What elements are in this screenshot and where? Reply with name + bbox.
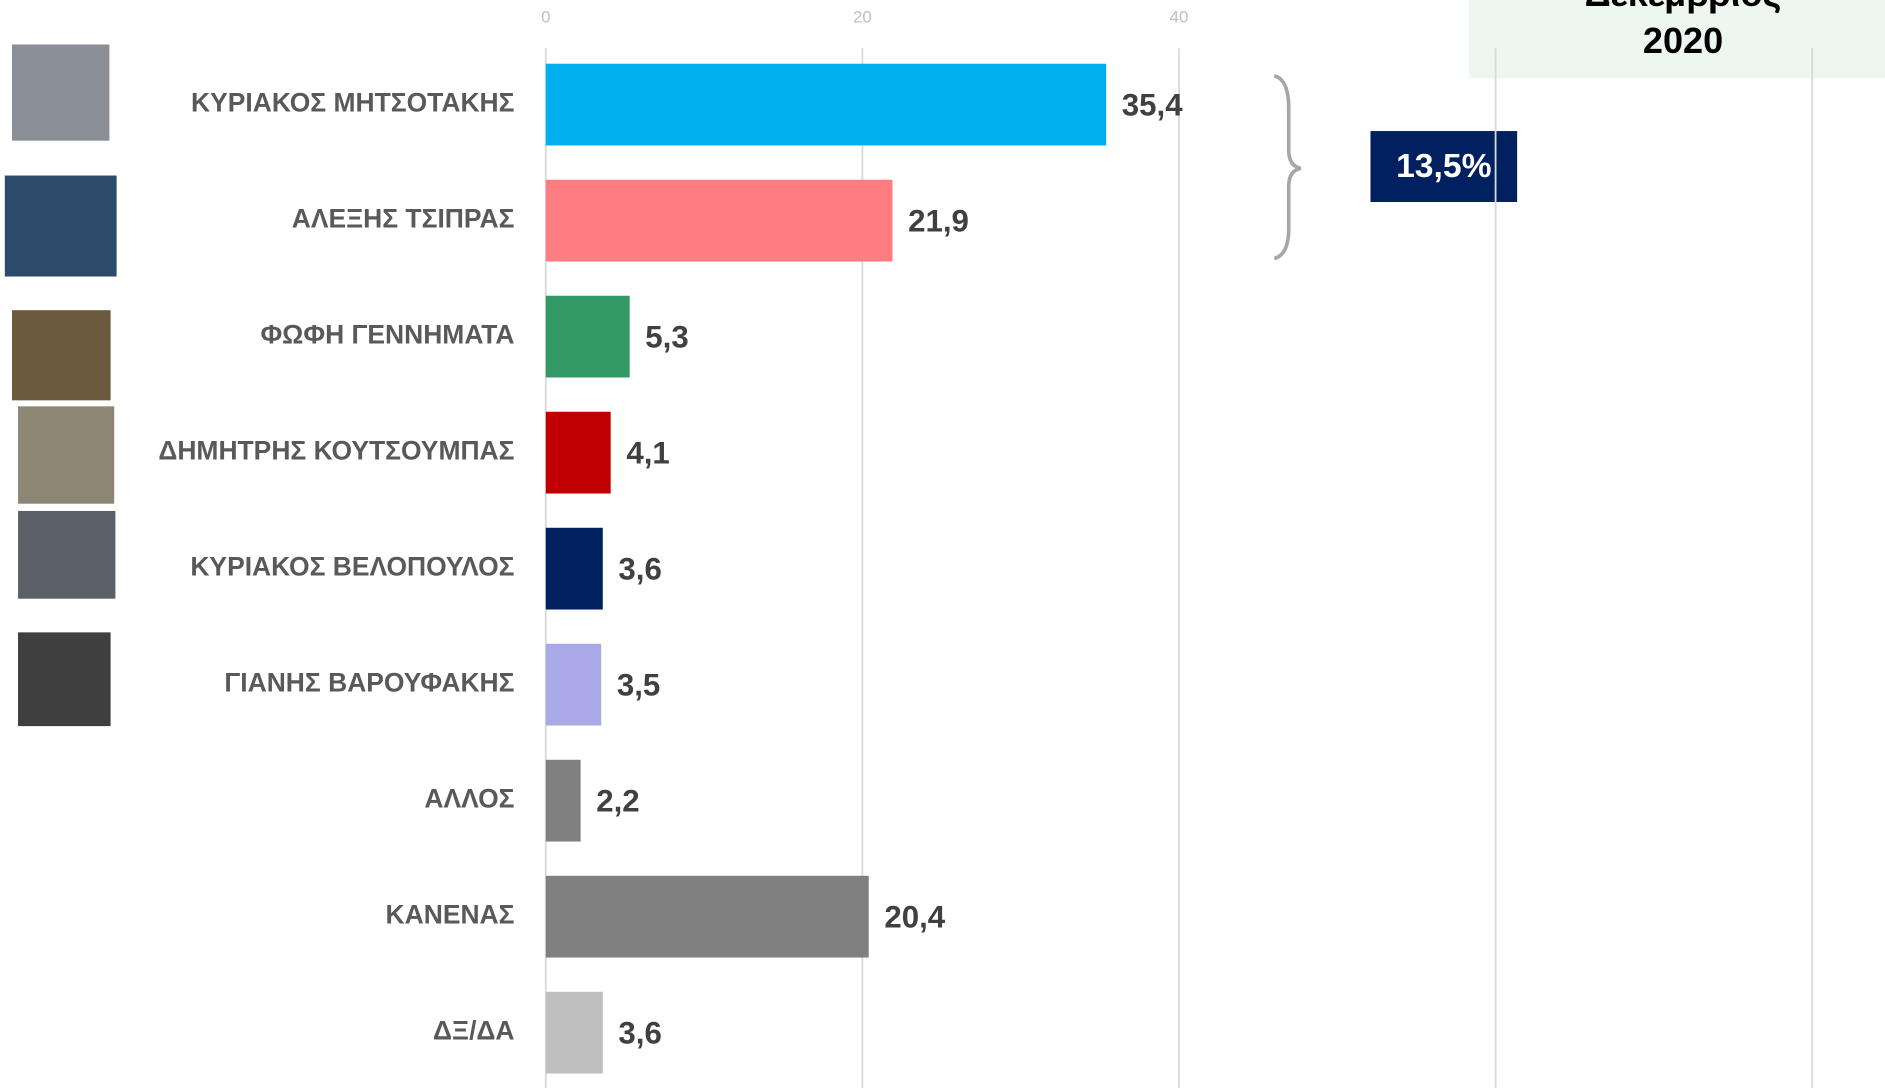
category-label: ΑΛΛΟΣ (424, 784, 514, 814)
bar (546, 760, 581, 842)
bar (546, 528, 603, 610)
data-label: 4,1 (626, 435, 669, 470)
photo (12, 44, 109, 140)
category-label: ΔΞ/ΔΑ (433, 1016, 514, 1046)
data-label: 20,4 (884, 899, 945, 934)
bar (546, 296, 630, 378)
photo (12, 310, 111, 400)
photo (18, 511, 115, 599)
photos (5, 44, 117, 726)
bar (546, 876, 869, 958)
data-label: 5,3 (645, 319, 688, 354)
category-label: ΑΛΕΞΗΣ ΤΣΙΠΡΑΣ (292, 204, 515, 234)
bar (546, 180, 893, 262)
data-label: 35,4 (1122, 87, 1183, 122)
category-label: ΚΑΝΕΝΑΣ (386, 900, 515, 930)
category-label: ΓΙΑΝΗΣ ΒΑΡΟΥΦΑΚΗΣ (224, 668, 514, 698)
annotation: 13,5% (1396, 148, 1492, 185)
header-year: 2020 (1643, 20, 1723, 61)
category-label: ΦΩΦΗ ΓΕΝΝΗΜΑΤΑ (260, 320, 514, 350)
category-label: ΚΥΡΙΑΚΟΣ ΜΗΤΣΟΤΑΚΗΣ (191, 88, 515, 118)
photo (18, 632, 111, 726)
x-tick-label: 20 (853, 8, 872, 27)
x-tick-label: 40 (1170, 8, 1189, 27)
brace (1274, 76, 1300, 259)
data-label: 3,6 (618, 551, 661, 586)
bar (546, 64, 1106, 146)
photo (18, 406, 114, 503)
category-label: ΔΗΜΗΤΡΗΣ ΚΟΥΤΣΟΥΜΠΑΣ (158, 436, 514, 466)
bar (546, 644, 601, 726)
data-label: 21,9 (908, 203, 969, 238)
data-label: 3,5 (617, 667, 660, 702)
body: Δεκέμβριος 2020 13,5% 0 20 40 ΚΥΡΙΑΚΟΣ ΜΗΤΣ… (0, 0, 1885, 1088)
bar (546, 412, 611, 494)
page: {"chart_data": {"type": "bar", "orientat… (0, 0, 1885, 1088)
plot: 0 20 40 ΚΥΡΙΑΚΟΣ ΜΗΤΣΟΤΑΚΗΣ 35,4 ΑΛΕΞΗΣ ΤΣΙΠΡ… (158, 8, 1812, 1088)
photo (5, 176, 117, 277)
header-month: Δεκέμβριος (1585, 0, 1782, 14)
data-label: 2,2 (596, 783, 639, 818)
chart: Δεκέμβριος 2020 13,5% 0 20 40 ΚΥΡΙΑΚΟΣ ΜΗΤΣ… (0, 0, 1885, 1088)
bar (546, 992, 603, 1074)
x-tick-label: 0 (541, 8, 550, 27)
data-label: 3,6 (618, 1015, 661, 1050)
category-label: ΚΥΡΙΑΚΟΣ ΒΕΛΟΠΟΥΛΟΣ (190, 552, 514, 582)
